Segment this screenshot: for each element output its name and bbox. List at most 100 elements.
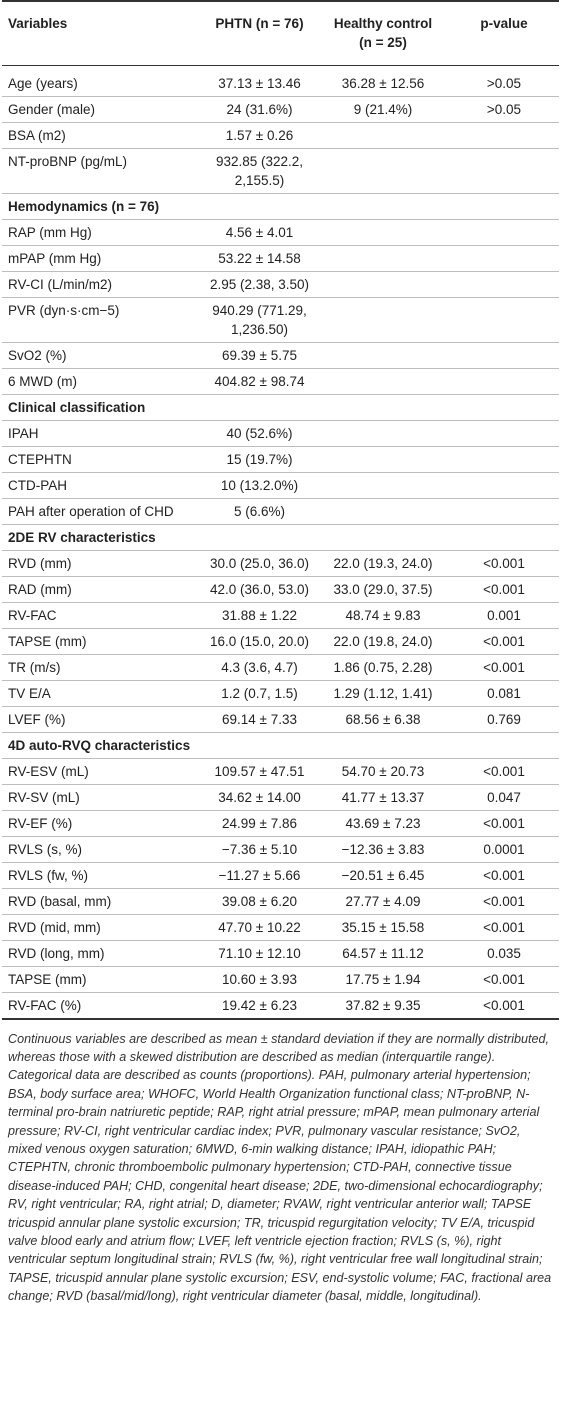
header-p-value: p-value [449,0,559,66]
table-row: Age (years) 37.13 ± 13.46 36.28 ± 12.56 >0.… [2,65,559,97]
table-row: 6 MWD (m) 404.82 ± 98.74 [2,368,559,395]
header-phtn: PHTN (n = 76) [202,0,317,66]
variable-cell: 6 MWD (m) [2,368,202,395]
phtn-cell: 15 (19.7%) [202,446,317,473]
section-title: Clinical classification [2,394,559,421]
variable-cell: RV-FAC [2,602,202,629]
healthy-control-cell: 37.82 ± 9.35 [317,992,449,1020]
healthy-control-cell: −20.51 ± 6.45 [317,862,449,889]
healthy-control-cell: 33.0 (29.0, 37.5) [317,576,449,603]
table-row: TAPSE (mm) 10.60 ± 3.93 17.75 ± 1.94 <0.001 [2,966,559,993]
table-row: CTD-PAH 10 (13.2.0%) [2,472,559,499]
phtn-cell: 109.57 ± 47.51 [202,758,317,785]
variable-cell: RV-ESV (mL) [2,758,202,785]
phtn-cell: 1.57 ± 0.26 [202,122,317,149]
p-value-cell: <0.001 [449,628,559,655]
healthy-control-cell: 17.75 ± 1.94 [317,966,449,993]
header-healthy-control: Healthy control (n = 25) [317,0,449,66]
section-title: 4D auto-RVQ characteristics [2,732,559,759]
healthy-control-cell [317,297,449,343]
table-row: CTEPHTN 15 (19.7%) [2,446,559,473]
healthy-control-cell [317,219,449,246]
healthy-control-cell [317,245,449,272]
p-value-cell: <0.001 [449,966,559,993]
variable-cell: RV-FAC (%) [2,992,202,1020]
healthy-control-cell: 22.0 (19.3, 24.0) [317,550,449,577]
table-row: LVEF (%) 69.14 ± 7.33 68.56 ± 6.38 0.769 [2,706,559,733]
healthy-control-cell: 48.74 ± 9.83 [317,602,449,629]
section-header-row: Hemodynamics (n = 76) [2,193,559,220]
p-value-cell [449,446,559,473]
document: Variables PHTN (n = 76) Healthy control (… [2,0,559,1304]
healthy-control-cell: 1.86 (0.75, 2.28) [317,654,449,681]
p-value-cell: <0.001 [449,550,559,577]
header-healthy-line2: (n = 25) [359,35,407,50]
section-header-row: Clinical classification [2,394,559,421]
p-value-cell [449,368,559,395]
p-value-cell [449,148,559,194]
p-value-cell: <0.001 [449,576,559,603]
phtn-cell: 47.70 ± 10.22 [202,914,317,941]
healthy-control-cell: 1.29 (1.12, 1.41) [317,680,449,707]
phtn-cell: 932.85 (322.2, 2,155.5) [202,148,317,194]
section-header-row: 2DE RV characteristics [2,524,559,551]
phtn-cell: 34.62 ± 14.00 [202,784,317,811]
variable-cell: RVD (mid, mm) [2,914,202,941]
section-title: Hemodynamics (n = 76) [2,193,559,220]
p-value-cell: <0.001 [449,654,559,681]
variable-cell: RVD (basal, mm) [2,888,202,915]
phtn-cell: 404.82 ± 98.74 [202,368,317,395]
table-header: Variables PHTN (n = 76) Healthy control (… [2,0,559,66]
variable-cell: RAD (mm) [2,576,202,603]
variable-cell: RVD (long, mm) [2,940,202,967]
variable-cell: TR (m/s) [2,654,202,681]
p-value-cell [449,342,559,369]
table-body: Age (years) 37.13 ± 13.46 36.28 ± 12.56 >0.… [2,65,559,1020]
healthy-control-cell: 27.77 ± 4.09 [317,888,449,915]
phtn-cell: 16.0 (15.0, 20.0) [202,628,317,655]
healthy-control-cell [317,472,449,499]
p-value-cell [449,472,559,499]
table-row: RVLS (fw, %) −11.27 ± 5.66 −20.51 ± 6.45 <0… [2,862,559,889]
table-row: NT-proBNP (pg/mL) 932.85 (322.2, 2,155.5) [2,148,559,194]
variable-cell: TAPSE (mm) [2,628,202,655]
p-value-cell: 0.081 [449,680,559,707]
healthy-control-cell [317,368,449,395]
table-row: TAPSE (mm) 16.0 (15.0, 20.0) 22.0 (19.8, 2… [2,628,559,655]
variable-cell: CTEPHTN [2,446,202,473]
phtn-cell: 24 (31.6%) [202,96,317,123]
section-title: 2DE RV characteristics [2,524,559,551]
healthy-control-cell: 64.57 ± 11.12 [317,940,449,967]
phtn-cell: 39.08 ± 6.20 [202,888,317,915]
variable-cell: RV-SV (mL) [2,784,202,811]
phtn-cell: 53.22 ± 14.58 [202,245,317,272]
table-row: RV-ESV (mL) 109.57 ± 47.51 54.70 ± 20.73 <0… [2,758,559,785]
p-value-cell: <0.001 [449,992,559,1020]
variable-cell: BSA (m2) [2,122,202,149]
variable-cell: TV E/A [2,680,202,707]
p-value-cell [449,297,559,343]
table-row: TV E/A 1.2 (0.7, 1.5) 1.29 (1.12, 1.41) 0.0… [2,680,559,707]
p-value-cell [449,498,559,525]
p-value-cell [449,420,559,447]
table-footnote: Continuous variables are described as me… [8,1031,552,1304]
phtn-cell: 5 (6.6%) [202,498,317,525]
phtn-cell: 2.95 (2.38, 3.50) [202,271,317,298]
variable-cell: RVLS (s, %) [2,836,202,863]
phtn-cell: 1.2 (0.7, 1.5) [202,680,317,707]
table-row: RVD (mm) 30.0 (25.0, 36.0) 22.0 (19.3, 24.… [2,550,559,577]
characteristics-table: Variables PHTN (n = 76) Healthy control (… [2,0,559,1020]
table-row: mPAP (mm Hg) 53.22 ± 14.58 [2,245,559,272]
variable-cell: TAPSE (mm) [2,966,202,993]
table-row: RV-EF (%) 24.99 ± 7.86 43.69 ± 7.23 <0.001 [2,810,559,837]
phtn-cell: 10.60 ± 3.93 [202,966,317,993]
header-variables: Variables [2,0,202,66]
variable-cell: RVLS (fw, %) [2,862,202,889]
p-value-cell: 0.001 [449,602,559,629]
healthy-control-cell: −12.36 ± 3.83 [317,836,449,863]
variable-cell: RV-CI (L/min/m2) [2,271,202,298]
healthy-control-cell [317,446,449,473]
table-row: RV-SV (mL) 34.62 ± 14.00 41.77 ± 13.37 0.04… [2,784,559,811]
table-row: IPAH 40 (52.6%) [2,420,559,447]
variable-cell: RV-EF (%) [2,810,202,837]
